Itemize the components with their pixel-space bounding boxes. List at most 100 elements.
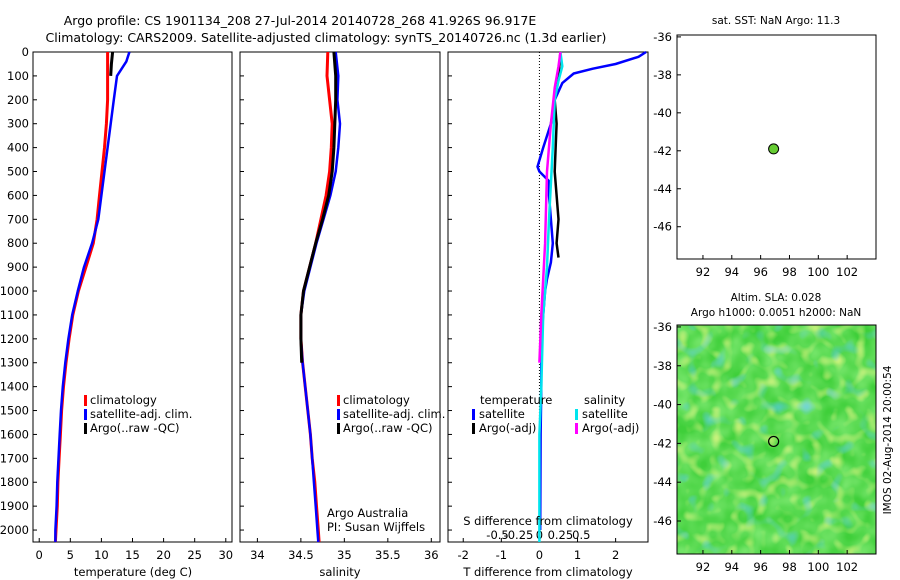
profile-line-satellite-adj-clim- bbox=[54, 51, 131, 542]
x-tick-label: 0 bbox=[536, 548, 543, 562]
legend-swatch-sal-argo bbox=[575, 423, 578, 434]
y-tick-label: 1200 bbox=[0, 332, 29, 346]
y-tick-label: 0 bbox=[22, 45, 29, 59]
y-tick-label: 800 bbox=[7, 236, 29, 250]
map-x-tick-label: 100 bbox=[807, 560, 829, 574]
legend-temperature-title: temperature bbox=[480, 393, 552, 407]
x-tick-label: 10 bbox=[94, 548, 109, 562]
y-tick-label: 2000 bbox=[0, 523, 29, 537]
x-tick-label: 1 bbox=[574, 548, 581, 562]
y-tick-label: 400 bbox=[7, 141, 29, 155]
legend-swatch-temp-argo bbox=[472, 423, 475, 434]
y-tick-label: 300 bbox=[7, 117, 29, 131]
map-y-tick-label: -44 bbox=[653, 475, 672, 489]
x-tick-label: 30 bbox=[218, 548, 233, 562]
legend-climatology: climatology bbox=[343, 393, 410, 407]
map-x-tick-label: 96 bbox=[753, 265, 768, 279]
map-y-tick-label: -42 bbox=[653, 144, 672, 158]
map-y-tick-label: -42 bbox=[653, 436, 672, 450]
profile-line-argo-raw-qc- bbox=[109, 51, 115, 76]
map-y-tick-label: -44 bbox=[653, 182, 672, 196]
map-x-tick-label: 92 bbox=[696, 560, 711, 574]
legend-climatology: climatology bbox=[90, 393, 157, 407]
y-tick-label: 1600 bbox=[0, 427, 29, 441]
legend-swatch-climatology bbox=[337, 395, 340, 406]
legend-temp-argo: Argo(-adj) bbox=[479, 421, 536, 435]
y-tick-label: 1500 bbox=[0, 404, 29, 418]
map-y-tick-label: -38 bbox=[653, 68, 672, 82]
salinity-legend: climatology satellite-adj. clim. Argo(..… bbox=[337, 393, 445, 435]
x-tick-label: 36 bbox=[424, 548, 439, 562]
y-tick-label: 700 bbox=[7, 212, 29, 226]
s-tick-label: -0.5 bbox=[486, 528, 508, 542]
legend-argo: Argo(..raw -QC) bbox=[343, 421, 433, 435]
legend-satellite: satellite-adj. clim. bbox=[343, 407, 445, 421]
imos-stamp: IMOS 02-Aug-2014 20:00:54 bbox=[882, 365, 894, 514]
map-x-tick-label: 100 bbox=[807, 265, 829, 279]
x-tick-label: -2 bbox=[458, 548, 469, 562]
x-axis-label-salinity: salinity bbox=[319, 565, 360, 579]
legend-swatch-argo bbox=[337, 423, 340, 434]
x-tick-label: 25 bbox=[187, 548, 202, 562]
y-tick-label: 900 bbox=[7, 260, 29, 274]
legend-swatch-satellite bbox=[84, 409, 87, 420]
sla-map-title-1: Altim. SLA: 0.028 bbox=[731, 292, 822, 304]
y-tick-label: 1400 bbox=[0, 380, 29, 394]
y-tick-label: 1100 bbox=[0, 308, 29, 322]
argo-australia-text: Argo Australia bbox=[327, 506, 408, 520]
s-tick-label: 0.25 bbox=[548, 528, 574, 542]
s-difference-label: S difference from climatology bbox=[463, 514, 633, 528]
y-tick-label: 1700 bbox=[0, 451, 29, 465]
map-y-tick-label: -46 bbox=[653, 514, 672, 528]
argo-position-marker bbox=[768, 143, 780, 155]
x-tick-label: 15 bbox=[125, 548, 140, 562]
legend-argo: Argo(..raw -QC) bbox=[90, 421, 180, 435]
map-x-tick-label: 98 bbox=[782, 560, 797, 574]
temperature-legend: climatology satellite-adj. clim. Argo(..… bbox=[84, 393, 192, 435]
map-y-tick-label: -40 bbox=[653, 106, 672, 120]
s-tick-label: -0.25 bbox=[504, 528, 534, 542]
difference-panel bbox=[447, 51, 649, 543]
map-y-tick-label: -46 bbox=[653, 220, 672, 234]
sst-map-panel bbox=[676, 34, 877, 260]
legend-swatch-argo bbox=[84, 423, 87, 434]
y-tick-label: 1900 bbox=[0, 499, 29, 513]
map-x-tick-label: 96 bbox=[753, 560, 768, 574]
map-x-tick-label: 102 bbox=[836, 560, 858, 574]
profile-line-climatology bbox=[53, 52, 110, 543]
x-tick-label: 34 bbox=[250, 548, 265, 562]
profile-line-climatology bbox=[299, 51, 334, 543]
y-tick-label: 200 bbox=[7, 93, 29, 107]
map-x-tick-label: 92 bbox=[696, 265, 711, 279]
legend-swatch-climatology bbox=[84, 395, 87, 406]
map-x-tick-label: 98 bbox=[782, 265, 797, 279]
map-y-tick-label: -40 bbox=[653, 398, 672, 412]
profile-line-salinity-satellite bbox=[538, 51, 564, 542]
x-tick-label: 0 bbox=[36, 548, 43, 562]
pi-text: PI: Susan Wijffels bbox=[327, 520, 425, 534]
map-y-tick-label: -36 bbox=[653, 30, 672, 44]
legend-salinity-title: salinity bbox=[584, 393, 625, 407]
difference-legend: temperature satellite Argo(-adj) salinit… bbox=[472, 393, 639, 435]
x-tick-label: 35.5 bbox=[375, 548, 401, 562]
sst-map-title: sat. SST: NaN Argo: 11.3 bbox=[712, 15, 840, 27]
x-tick-label: 35 bbox=[337, 548, 352, 562]
legend-sal-argo: Argo(-adj) bbox=[582, 421, 639, 435]
legend-swatch-satellite bbox=[337, 409, 340, 420]
x-tick-label: 5 bbox=[67, 548, 74, 562]
legend-swatch-temp-satellite bbox=[472, 409, 475, 420]
title-line-2: Climatology: CARS2009. Satellite-adjuste… bbox=[46, 30, 607, 45]
map-x-tick-label: 102 bbox=[836, 265, 858, 279]
legend-satellite: satellite-adj. clim. bbox=[90, 407, 192, 421]
x-tick-label: 20 bbox=[156, 548, 171, 562]
profile-line-salinity-argo-adj- bbox=[538, 51, 562, 363]
sla-map-panel bbox=[676, 324, 877, 555]
profile-line-argo-raw-qc- bbox=[299, 51, 338, 363]
legend-swatch-sal-satellite bbox=[575, 409, 578, 420]
argo-position-marker bbox=[768, 435, 780, 448]
map-y-tick-label: -38 bbox=[653, 359, 672, 373]
sla-map-title-2: Argo h1000: 0.0051 h2000: NaN bbox=[691, 307, 861, 319]
map-y-tick-label: -36 bbox=[653, 320, 672, 334]
x-axis-label-difference: T difference from climatology bbox=[462, 565, 633, 579]
